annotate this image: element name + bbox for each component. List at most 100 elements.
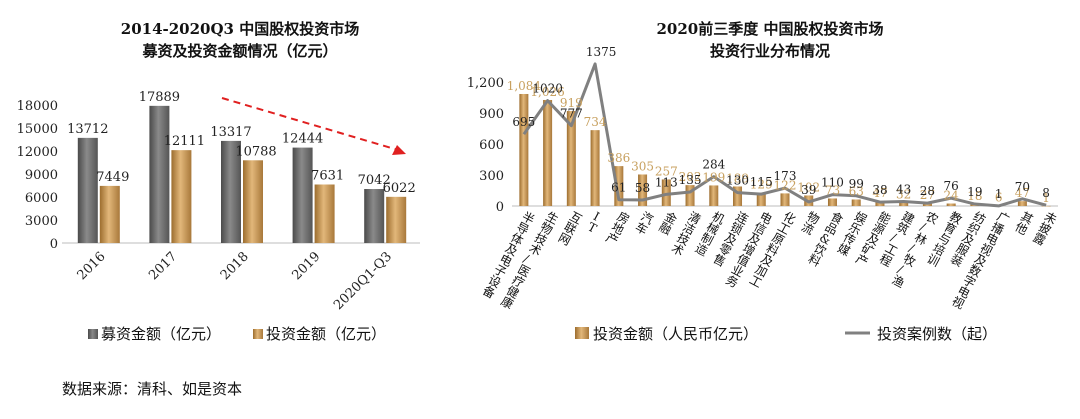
right-data-label-investment: 129 [750, 178, 773, 192]
right-bar-investment [733, 186, 743, 206]
right-chart: 0 300 600 900 1,200 1,084 695 半导体及电子设备 1,0261020… [467, 45, 1059, 343]
left-data-label-investment: 6022 [383, 181, 416, 196]
left-bar-investment [386, 196, 407, 243]
right-x-tick-label: 娱乐传媒 [835, 209, 869, 259]
left-bar-fundraising [364, 189, 385, 243]
left-bar-fundraising [149, 105, 170, 243]
right-bar-investment [709, 185, 719, 206]
right-data-label-deal-count: 130 [726, 174, 749, 188]
right-data-label-investment: 257 [655, 164, 678, 178]
right-data-label-deal-count: 1020 [532, 82, 563, 96]
right-y-tick-label: 1,200 [467, 76, 504, 91]
left-data-label-fundraising: 7042 [358, 173, 391, 188]
right-x-tick-label: 机械制造 [693, 209, 727, 259]
right-x-tick-label: 房地产 [603, 208, 632, 248]
right-x-tick-label: 清洁技术 [669, 209, 703, 259]
left-bar-investment [171, 150, 192, 243]
right-data-label-deal-count: 70 [1015, 180, 1030, 194]
right-bar-investment [1041, 205, 1051, 207]
right-data-label-investment: 47 [1015, 186, 1030, 200]
right-bar-investment [899, 202, 909, 206]
right-bar-investment [685, 185, 695, 206]
right-data-label-investment: 73 [825, 183, 840, 197]
right-legend-swatch-investment [575, 327, 589, 339]
left-chart: 0 3000 6000 9000 12000 15000 18000 13712 7449 201… [17, 90, 420, 343]
right-data-label-investment: 63 [849, 184, 864, 198]
right-data-label-deal-count: 1 [995, 187, 1003, 201]
right-x-tick-label: 化工原料及加工 [747, 209, 798, 291]
left-y-tick-label: 6000 [25, 191, 58, 206]
left-y-tick-label: 9000 [25, 168, 58, 183]
left-x-tick-label: 2017 [146, 249, 180, 283]
right-x-tick-label: 未披露 [1031, 209, 1059, 248]
right-x-tick-label: 汽车 [633, 208, 656, 237]
left-bar-investment [314, 184, 335, 243]
right-bar-investment [780, 193, 790, 206]
right-bar-investment [661, 179, 671, 206]
left-y-tick-label: 0 [50, 237, 58, 252]
left-x-tick-label: 2018 [218, 249, 252, 283]
left-x-tick-label: 2016 [75, 249, 109, 283]
right-data-label-deal-count: 43 [896, 183, 911, 197]
right-chart-title: 2020前三季度 中国股权投资市场 投资行业分布情况 [470, 18, 1070, 62]
right-data-label-deal-count: 115 [750, 175, 773, 189]
right-data-label-deal-count: 113 [655, 175, 678, 189]
right-legend-label-investment: 投资金额（人民币亿元） [593, 325, 758, 343]
left-legend-label-investment: 投资金额（亿元） [266, 325, 386, 343]
left-chart-title: 2014-2020Q3 中国股权投资市场 募资及投资金额情况（亿元） [20, 18, 460, 62]
right-bar-investment [756, 192, 766, 206]
right-data-label-deal-count: 76 [944, 179, 959, 193]
left-bar-fundraising [221, 140, 241, 243]
right-y-tick-label: 600 [479, 138, 504, 153]
right-bar-investment [614, 166, 624, 206]
left-data-label-fundraising: 12444 [282, 132, 323, 147]
left-data-label-fundraising: 17889 [139, 90, 180, 105]
right-bar-investment [638, 174, 648, 206]
right-data-label-investment: 189 [726, 171, 749, 185]
right-data-label-investment: 1 [1042, 191, 1050, 205]
right-data-label-investment: 734 [584, 115, 607, 129]
right-data-label-investment: 18 [967, 189, 982, 203]
right-data-label-deal-count: 61 [611, 181, 626, 195]
left-data-label-fundraising: 13712 [67, 122, 108, 137]
right-data-label-investment: 102 [797, 180, 820, 194]
right-x-tick-label: 其他 [1013, 209, 1036, 238]
right-bar-investment [946, 203, 956, 206]
right-data-label-investment: 1,084 [507, 79, 542, 93]
right-data-label-investment: 305 [631, 159, 654, 173]
right-y-tick-label: 900 [479, 107, 504, 122]
left-x-tick-label: 2020Q1-Q3 [331, 249, 395, 313]
left-legend-swatch-investment [253, 329, 263, 339]
right-data-label-deal-count: 135 [679, 173, 702, 187]
right-data-label-deal-count: 19 [967, 185, 982, 199]
right-x-tick-label: 物流 [799, 209, 822, 238]
right-data-label-investment: 202 [679, 170, 702, 184]
left-y-tick-label: 3000 [25, 214, 58, 229]
right-data-label-deal-count: 99 [849, 177, 864, 191]
left-data-label-investment: 12111 [164, 134, 205, 149]
left-data-label-investment: 7449 [96, 170, 129, 185]
right-chart-title-line2: 投资行业分布情况 [709, 42, 830, 60]
left-bar-investment [243, 160, 263, 243]
right-y-tick-label: 300 [479, 169, 504, 184]
right-bar-investment [1017, 201, 1027, 206]
left-chart-title-line2: 募资及投资金额情况（亿元） [142, 42, 338, 60]
right-bar-investment [566, 111, 576, 206]
right-chart-title-line1: 2020前三季度 中国股权投资市场 [656, 20, 884, 38]
right-x-tick-label: 建筑/工程 [877, 209, 917, 269]
right-x-tick-label: 纺织及服装 [948, 209, 988, 269]
right-data-label-deal-count: 8 [1042, 186, 1050, 200]
right-data-label-investment: 386 [607, 151, 630, 165]
left-y-tick-label: 18000 [17, 99, 58, 114]
right-line-deal-count [522, 62, 1047, 208]
left-bar-fundraising [292, 147, 313, 243]
right-data-label-investment: 199 [702, 170, 725, 184]
left-data-label-investment: 7631 [311, 168, 344, 183]
right-x-tick-label: 电信及增值业务 [723, 209, 774, 291]
right-data-label-deal-count: 695 [512, 115, 535, 129]
left-legend-swatch-fundraising [88, 329, 98, 339]
right-data-label-investment: 27 [920, 188, 935, 202]
left-trend-arrow-line [221, 97, 399, 151]
right-bar-investment [543, 99, 553, 206]
